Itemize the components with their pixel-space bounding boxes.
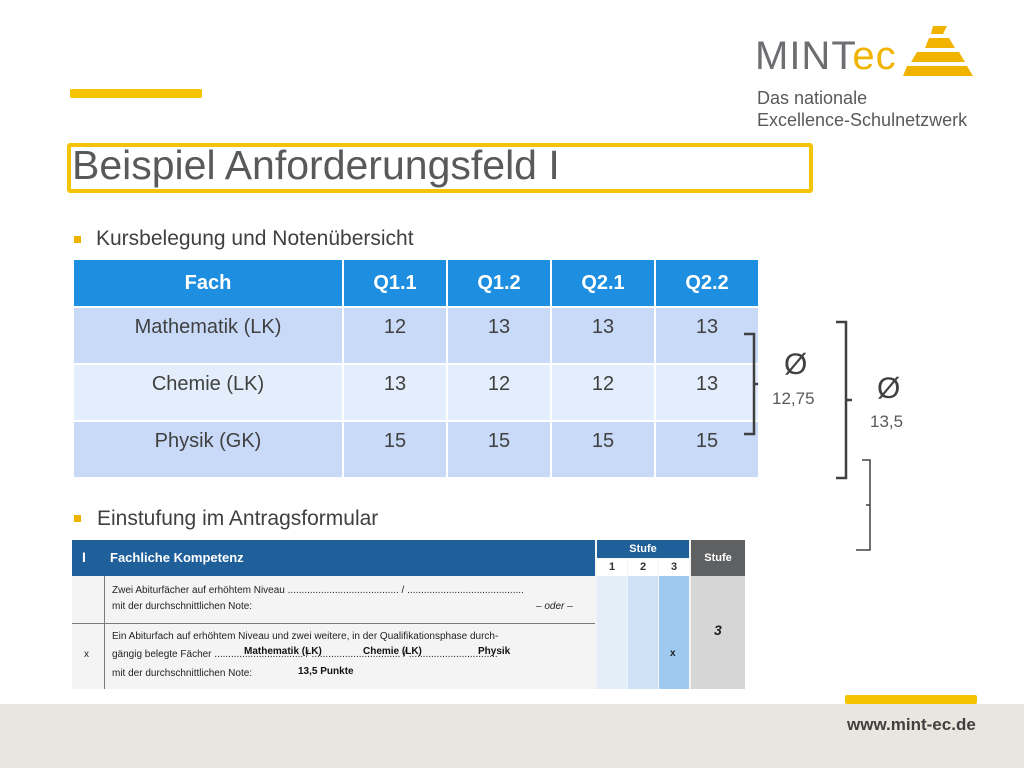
form-handwritten-subject2: Chemie (LK) [363,646,422,657]
bullet-marker [74,236,81,243]
table-header-cell: Q2.2 [654,258,760,308]
table-cell: 15 [446,420,552,479]
table-cell: 13 [654,306,760,365]
logo-subtitle-line1: Das nationale [757,88,868,108]
form-stufe-num: 2 [628,559,658,576]
form-result-value: 3 [714,622,722,638]
avg-symbol-all: Ø [877,372,901,405]
logo-wordmark-main: MINT [755,34,853,78]
form-divider-vertical [104,576,105,689]
table-row: Chemie (LK) 13 12 12 13 [72,363,760,422]
bullet-application-form: Einstufung im Antragsformular [97,507,379,530]
form-stufe3-mark: x [670,648,676,659]
form-row2-line2: gängig belegte Fächer ..................… [112,649,498,660]
table-cell: 12 [342,306,448,365]
table-row: Mathematik (LK) 12 13 13 13 [72,306,760,365]
form-row1-line2: mit der durchschnittlichen Note: [112,601,253,612]
footer-url[interactable]: www.mint-ec.de [847,715,976,734]
form-result-col [691,576,745,689]
table-cell: 15 [342,420,448,479]
table-cell: 13 [654,363,760,422]
form-handwritten-subject1: Mathematik (LK) [244,646,322,657]
form-row1-line1: Zwei Abiturfächer auf erhöhtem Niveau ..… [112,585,524,596]
bullet-marker [74,515,81,522]
table-cell: Chemie (LK) [72,363,344,422]
bullet-course-overview: Kursbelegung und Notenübersicht [96,227,414,250]
average-braces [744,320,871,551]
logo-wordmark: MINTec [755,34,897,79]
title-frame [67,143,813,193]
footer-band [0,704,1024,768]
table-cell: 13 [342,363,448,422]
table-header-cell: Q1.1 [342,258,448,308]
form-row2-mark: x [84,649,89,660]
form-section-number: I [82,549,86,565]
logo-wordmark-accent: ec [852,34,897,78]
form-stufe-header: Stufe [597,540,689,558]
avg-value-lk: 12,75 [772,389,815,408]
brace-lk-icon [744,332,758,436]
table-cell: 12 [550,363,656,422]
form-stufe-col-3 [659,576,689,689]
brace-all-icon [836,320,852,480]
form-stufe-result-header: Stufe [691,540,745,576]
application-form-excerpt: I Fachliche Kompetenz Stufe 1 2 3 Stufe … [72,540,745,689]
form-row2-line3: mit der durchschnittlichen Note: [112,668,253,679]
top-accent-bar [70,89,202,98]
table-cell: 12 [446,363,552,422]
table-row: Physik (GK) 15 15 15 15 [72,420,760,479]
table-header-row: Fach Q1.1 Q1.2 Q2.1 Q2.2 [72,258,760,308]
form-handwritten-subject3: Physik [478,646,511,657]
form-stufe-num: 1 [597,559,627,576]
table-cell: Mathematik (LK) [72,306,344,365]
avg-value-all: 13,5 [870,412,904,431]
form-handwritten-note: 13,5 Punkte [298,666,354,677]
table-cell: 13 [446,306,552,365]
table-cell: 15 [550,420,656,479]
form-row1-oder: – oder – [536,601,573,612]
grade-table: Fach Q1.1 Q1.2 Q2.1 Q2.2 Mathematik (LK)… [72,258,760,479]
bottom-accent-bar [845,695,977,704]
table-cell: 13 [550,306,656,365]
form-stufe-col-1 [597,576,627,689]
mintec-logo: MINTec Das nationale Excellence-Schulnet… [755,22,985,132]
form-stufe-num: 3 [659,559,689,576]
form-header: I Fachliche Kompetenz [72,540,595,576]
form-row2-line1: Ein Abiturfach auf erhöhtem Niveau und z… [112,631,499,642]
form-divider-horizontal [72,623,595,624]
table-header-cell: Q2.1 [550,258,656,308]
brace-form-icon [856,459,871,551]
table-cell: Physik (GK) [72,420,344,479]
logo-subtitle-line2: Excellence-Schulnetzwerk [757,110,968,130]
slide-title: Beispiel Anforderungsfeld I [72,142,560,188]
form-section-title: Fachliche Kompetenz [110,550,244,565]
table-cell: 15 [654,420,760,479]
form-stufe-col-2 [628,576,658,689]
table-header-cell: Fach [72,258,344,308]
table-header-cell: Q1.2 [446,258,552,308]
avg-symbol-lk: Ø [784,348,808,381]
pyramid-logo-icon [903,26,973,76]
